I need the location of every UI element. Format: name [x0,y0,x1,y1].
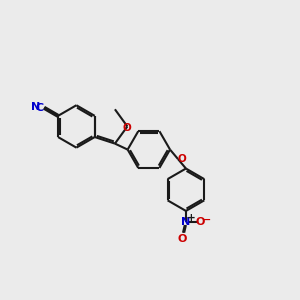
Text: O: O [196,217,205,227]
Text: C: C [36,103,44,113]
Text: +: + [187,213,195,223]
Text: N: N [181,217,190,227]
Text: O: O [178,234,187,244]
Text: O: O [123,123,132,133]
Text: −: − [202,215,211,225]
Text: O: O [177,154,186,164]
Text: N: N [31,102,40,112]
